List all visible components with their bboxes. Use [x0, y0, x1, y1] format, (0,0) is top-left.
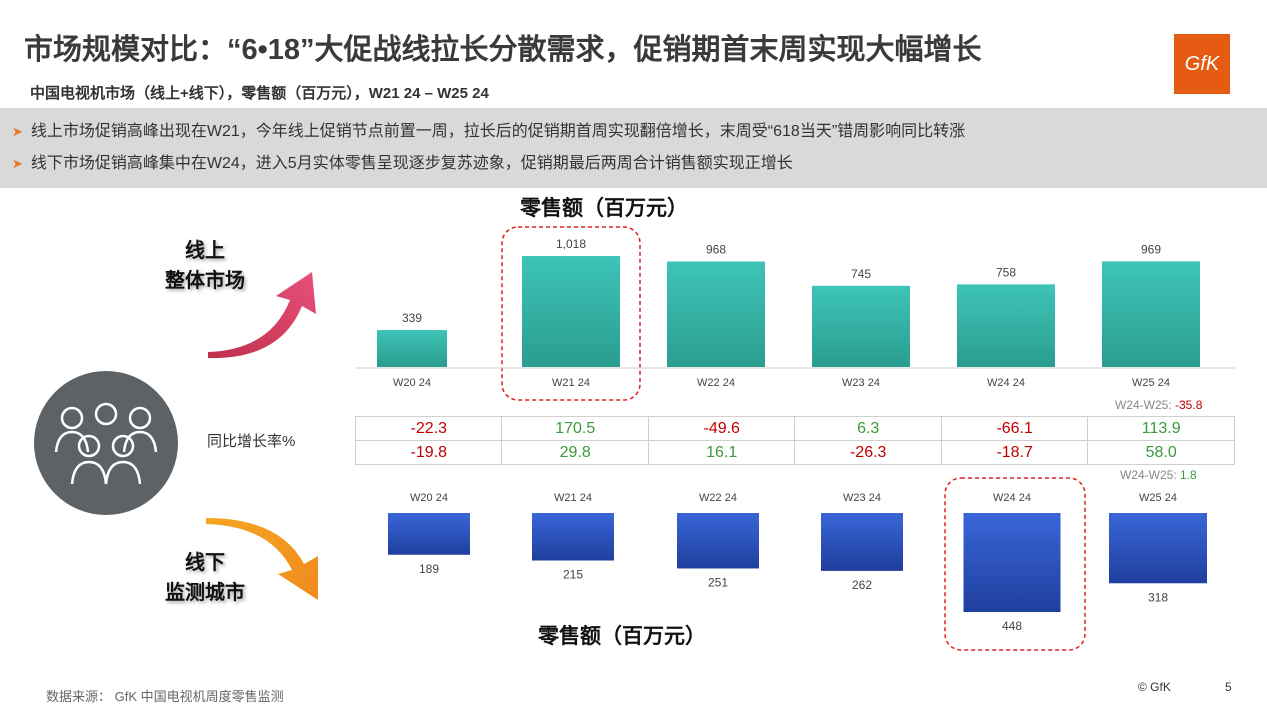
online-value-label: 339: [402, 311, 422, 325]
yoy-label: 同比增长率%: [207, 433, 296, 450]
offline-note: W24-W25: 1.8: [1120, 468, 1197, 482]
note-value: 1.8: [1180, 468, 1197, 482]
offline-value-label: 448: [1002, 619, 1022, 633]
offline-bar: [821, 513, 903, 571]
note-value: -35.8: [1175, 398, 1203, 412]
note-label: W24-W25:: [1115, 398, 1176, 412]
note-label: W24-W25:: [1120, 468, 1181, 482]
yoy-cell: -19.8: [354, 440, 503, 465]
online-category-label: W22 24: [697, 377, 735, 389]
yoy-row: -19.8 29.8 16.1 -26.3 -18.7 58.0: [354, 440, 1235, 465]
online-value-label: 758: [996, 265, 1016, 279]
online-category-label: W21 24: [552, 377, 590, 389]
online-label: 线上 整体市场: [150, 236, 260, 296]
yoy-cell: -22.3: [354, 416, 503, 441]
online-bar: [957, 284, 1055, 367]
offline-category-label: W23 24: [843, 492, 881, 504]
offline-bar-chart: 189 W20 24 215 W21 24 251 W22 24 262 W23 24 448 W…: [388, 492, 1207, 633]
yoy-table: -22.3 170.5 -49.6 6.3 -66.1 113.9 -19.8 29.8 16.…: [354, 416, 1235, 465]
online-value-label: 968: [706, 242, 726, 256]
bullet-text: 线上市场促销高峰出现在W21，今年线上促销节点前置一周，拉长后的促销期首周实现翻…: [30, 123, 966, 140]
online-category-label: W25 24: [1132, 377, 1170, 389]
people-group-icon: [34, 371, 178, 515]
online-bar: [667, 261, 765, 367]
online-note: W24-W25: -35.8: [1115, 398, 1202, 412]
yoy-cell: 113.9: [1087, 416, 1235, 441]
yoy-cell: -66.1: [940, 416, 1089, 441]
copyright: © GfK: [1138, 680, 1171, 694]
offline-bar: [963, 513, 1061, 613]
page-title: 市场规模对比：“6•18”大促战线拉长分散需求，促销期首末周实现大幅增长: [24, 34, 982, 66]
offline-bar: [532, 513, 614, 561]
yoy-row: -22.3 170.5 -49.6 6.3 -66.1 113.9: [354, 416, 1235, 441]
gfk-logo: GfK: [1174, 34, 1230, 94]
offline-category-label: W20 24: [410, 492, 448, 504]
online-bar: [522, 256, 620, 367]
offline-category-label: W24 24: [993, 492, 1031, 504]
offline-bar: [388, 513, 470, 555]
up-arrow-icon: [208, 272, 316, 359]
offline-label-line1: 线下: [185, 552, 225, 574]
online-bar: [812, 285, 910, 367]
page-number: 5: [1225, 680, 1232, 694]
yoy-cell: -18.7: [940, 440, 1089, 465]
offline-highlight-box: [944, 477, 1086, 651]
offline-category-label: W25 24: [1139, 492, 1177, 504]
down-arrow-icon: [206, 518, 318, 600]
summary-box: ➤ 线上市场促销高峰出现在W21，今年线上促销节点前置一周，拉长后的促销期首周实现…: [0, 108, 1267, 188]
online-highlight-box: [501, 226, 641, 401]
online-category-label: W20 24: [393, 377, 431, 389]
online-chart-title: 零售额（百万元）: [520, 197, 688, 220]
yoy-cell: -26.3: [794, 440, 942, 465]
offline-bar: [677, 513, 759, 569]
offline-value-label: 318: [1148, 590, 1168, 604]
online-label-line1: 线上: [185, 240, 225, 262]
yoy-cell: 170.5: [501, 416, 649, 441]
offline-value-label: 189: [419, 562, 439, 576]
yoy-cell: 58.0: [1087, 440, 1235, 465]
offline-value-label: 262: [852, 578, 872, 592]
yoy-cell: 16.1: [647, 440, 796, 465]
offline-category-label: W21 24: [554, 492, 592, 504]
online-value-label: 745: [851, 267, 871, 281]
online-value-label: 1,018: [556, 237, 586, 251]
offline-chart-title: 零售额（百万元）: [538, 625, 706, 648]
online-bar: [377, 330, 447, 367]
offline-value-label: 215: [563, 568, 583, 582]
offline-bar: [1109, 513, 1207, 584]
bullet-text: 线下市场促销高峰集中在W24，进入5月实体零售呈现逐步复苏迹象，促销期最后两周合…: [30, 155, 793, 172]
bullet-item: ➤ 线上市场促销高峰出现在W21，今年线上促销节点前置一周，拉长后的促销期首周实现…: [12, 116, 1255, 148]
page-subtitle: 中国电视机市场（线上+线下），零售额（百万元），W21 24 – W25 24: [30, 85, 489, 102]
yoy-cell: -49.6: [647, 416, 796, 441]
yoy-cell: 29.8: [501, 440, 649, 465]
yoy-cell: 6.3: [794, 416, 942, 441]
online-bar: [1102, 261, 1200, 367]
source-note: 数据来源： GfK 中国电视机周度零售监测: [46, 689, 284, 704]
online-value-label: 969: [1141, 242, 1161, 256]
offline-value-label: 251: [708, 575, 728, 589]
online-category-label: W24 24: [987, 377, 1025, 389]
offline-label-line2: 监测城市: [165, 582, 245, 604]
online-category-label: W23 24: [842, 377, 880, 389]
online-label-line2: 整体市场: [165, 270, 245, 292]
offline-category-label: W22 24: [699, 492, 737, 504]
online-bar-chart: 339 W20 24 1,018 W21 24 968 W22 24 745 W23 24 75…: [377, 237, 1200, 389]
bullet-item: ➤ 线下市场促销高峰集中在W24，进入5月实体零售呈现逐步复苏迹象，促销期最后两周…: [12, 148, 1255, 180]
arrow-bullet-icon: ➤: [12, 156, 23, 171]
offline-label: 线下 监测城市: [150, 548, 260, 608]
arrow-bullet-icon: ➤: [12, 124, 23, 139]
